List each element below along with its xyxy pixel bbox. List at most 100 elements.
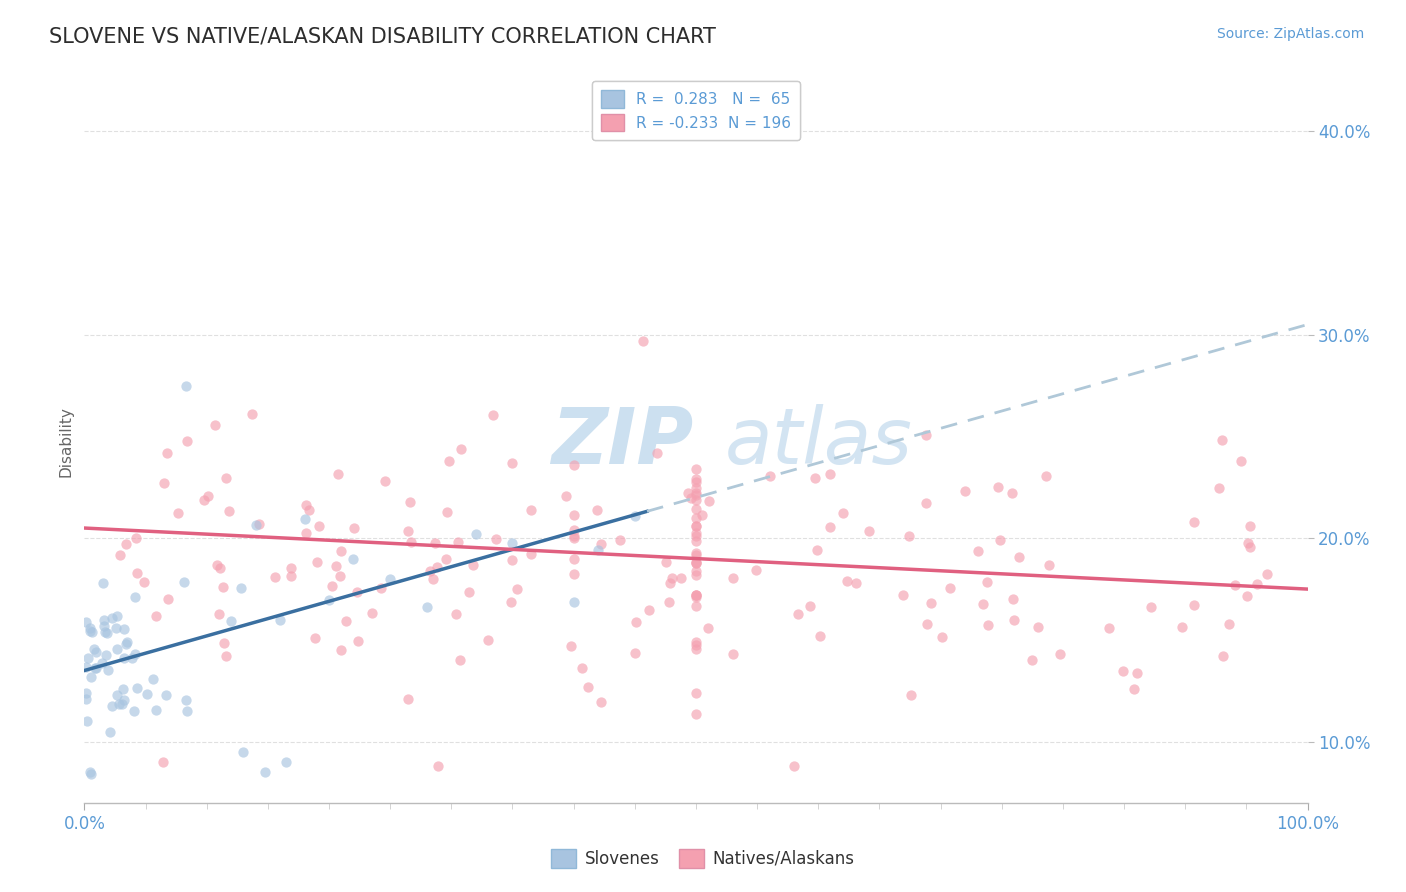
Point [240,407,263,421]
Text: ZIP: ZIP [551,403,693,480]
Point [79,765,101,780]
Point [1211,649,1233,664]
Point [219,614,242,628]
Point [342,551,364,566]
Point [1239,518,1261,533]
Point [482,408,505,422]
Point [269,613,291,627]
Point [953,484,976,499]
Point [112,651,135,665]
Point [808,629,831,643]
Point [215,470,238,484]
Point [915,427,938,442]
Point [1208,481,1230,495]
Point [1002,613,1025,627]
Point [96,626,118,640]
Point [437,454,460,468]
Point [697,621,720,635]
Point [685,590,707,604]
Point [346,584,368,599]
Point [1182,515,1205,529]
Point [685,556,707,570]
Point [745,563,768,577]
Point [211,580,233,594]
Point [787,607,810,622]
Point [280,560,302,574]
Point [276,755,298,769]
Point [484,532,506,546]
Point [152,755,174,769]
Point [685,518,707,533]
Point [84,661,107,675]
Point [112,622,135,636]
Point [304,631,326,645]
Point [449,653,471,667]
Point [891,588,914,602]
Point [399,495,422,509]
Point [586,543,609,558]
Point [721,571,744,585]
Point [76,714,98,729]
Point [245,517,267,532]
Point [444,607,467,621]
Point [685,472,707,486]
Point [562,595,585,609]
Point [977,618,1000,632]
Point [631,334,654,348]
Point [1021,653,1043,667]
Point [1239,541,1261,555]
Point [562,508,585,522]
Point [105,688,128,702]
Point [818,467,841,482]
Point [457,585,479,599]
Point [506,582,529,596]
Point [658,594,681,608]
Point [294,511,316,525]
Point [96,663,118,677]
Point [654,555,676,569]
Point [898,529,921,543]
Point [80,624,103,639]
Point [690,508,713,523]
Point [145,703,167,717]
Point [434,552,457,566]
Point [685,706,707,721]
Point [229,581,252,595]
Point [685,549,707,563]
Point [205,558,228,572]
Point [298,503,321,517]
Point [658,575,681,590]
Point [318,593,340,607]
Legend: R =  0.283   N =  65, R = -0.233  N = 196: R = 0.283 N = 65, R = -0.233 N = 196 [592,80,800,140]
Point [157,591,180,606]
Point [586,503,609,517]
Point [759,469,782,483]
Point [589,537,612,551]
Point [329,569,352,583]
Point [967,544,990,558]
Point [499,595,522,609]
Point [609,533,631,547]
Point [1140,599,1163,614]
Point [115,634,138,648]
Point [818,520,841,534]
Point [76,651,98,665]
Point [685,475,707,490]
Point [1184,599,1206,613]
Point [101,611,124,625]
Point [1122,682,1144,697]
Point [218,503,240,517]
Point [1008,549,1031,564]
Point [75,615,97,629]
Point [685,564,707,578]
Point [519,502,541,516]
Point [104,621,127,635]
Point [1112,664,1135,678]
Point [562,531,585,545]
Point [685,533,707,548]
Point [685,462,707,476]
Point [419,564,441,578]
Point [197,490,219,504]
Point [685,635,707,649]
Point [155,688,177,702]
